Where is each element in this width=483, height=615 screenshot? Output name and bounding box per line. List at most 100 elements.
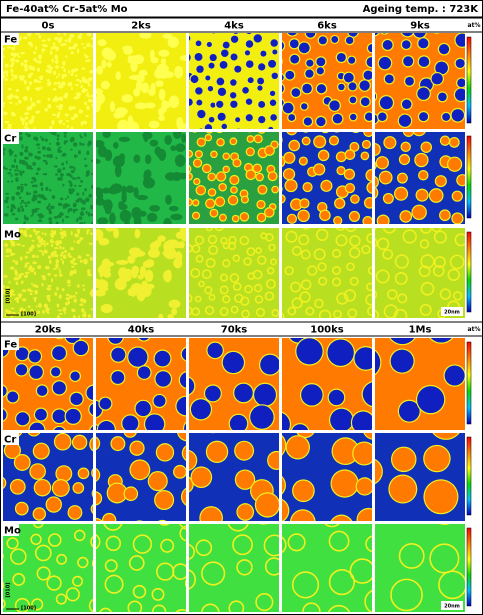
domain [23, 96, 28, 101]
precipitate [419, 56, 429, 66]
domain [41, 283, 43, 287]
domain [34, 271, 36, 275]
precipitate [234, 384, 252, 402]
domain [84, 164, 87, 167]
time-label: 20ks [35, 325, 62, 336]
domain [20, 171, 23, 176]
domain [33, 137, 38, 141]
domain [85, 115, 88, 117]
domain [80, 33, 83, 35]
precipitate [334, 217, 341, 224]
domain [48, 203, 50, 207]
precipitate [362, 153, 368, 159]
simulation-image [178, 23, 279, 137]
domain [63, 68, 65, 72]
colorbar [467, 437, 471, 515]
domain [37, 235, 40, 239]
axis-label: [010] [6, 288, 12, 303]
domain [128, 288, 134, 296]
scale-bar-label: 20nm [444, 310, 460, 316]
domain [3, 275, 8, 277]
precipitate [330, 137, 338, 145]
domain [31, 282, 33, 284]
domain [147, 213, 157, 222]
precipitate [424, 446, 449, 471]
domain [87, 92, 89, 94]
domain [51, 244, 53, 247]
domain [87, 270, 91, 274]
domain [86, 211, 88, 214]
simulation-image [1, 227, 95, 320]
precipitate [283, 103, 294, 114]
domain [17, 170, 20, 172]
domain [159, 89, 166, 101]
domain [27, 134, 31, 137]
precipitate [304, 117, 312, 125]
domain [19, 244, 21, 246]
domain [157, 235, 166, 241]
domain [88, 212, 90, 217]
precipitate [217, 139, 223, 145]
precipitate [317, 67, 324, 74]
domain [44, 233, 46, 236]
precipitate [230, 415, 247, 432]
domain [7, 181, 10, 183]
precipitate [217, 172, 225, 180]
precipitate [254, 34, 262, 42]
precipitate [74, 341, 88, 355]
precipitate [288, 215, 296, 223]
precipitate [333, 114, 343, 124]
simulation-image [268, 121, 380, 228]
precipitate [34, 444, 49, 459]
precipitate [55, 434, 70, 449]
domain [32, 185, 35, 188]
domain [70, 34, 75, 38]
precipitate [303, 138, 310, 145]
domain [110, 101, 115, 112]
simulation-image [91, 128, 187, 228]
domain [19, 136, 23, 140]
precipitate [448, 158, 461, 171]
domain [38, 55, 40, 58]
domain [10, 241, 15, 244]
precipitate [335, 199, 344, 208]
domain [37, 201, 41, 204]
precipitate [193, 213, 199, 219]
precipitate [258, 116, 265, 123]
domain [98, 39, 107, 46]
domain [90, 257, 93, 261]
domain [57, 150, 62, 153]
precipitate [157, 444, 173, 460]
precipitate [351, 143, 359, 151]
precipitate [211, 210, 217, 216]
precipitate [456, 59, 465, 68]
domain [15, 103, 17, 105]
domain [37, 33, 40, 35]
domain [76, 218, 78, 222]
precipitate [425, 480, 458, 513]
domain [11, 175, 13, 177]
domain [53, 45, 57, 48]
precipitate [79, 469, 88, 478]
domain [101, 81, 110, 90]
domain [64, 39, 67, 41]
domain [43, 155, 46, 157]
domain [32, 213, 34, 216]
domain [64, 312, 66, 314]
domain [25, 122, 28, 127]
time-label: 70ks [221, 325, 248, 336]
domain [54, 274, 57, 277]
precipitate [287, 436, 309, 458]
domain [86, 43, 90, 47]
domain [58, 112, 60, 116]
precipitate [217, 78, 225, 86]
domain [62, 184, 64, 187]
domain [74, 68, 78, 71]
domain [44, 139, 47, 142]
domain [37, 265, 41, 269]
domain [28, 73, 32, 78]
precipitate [37, 385, 47, 395]
precipitate [385, 137, 396, 148]
domain [176, 232, 185, 239]
domain [33, 79, 37, 83]
